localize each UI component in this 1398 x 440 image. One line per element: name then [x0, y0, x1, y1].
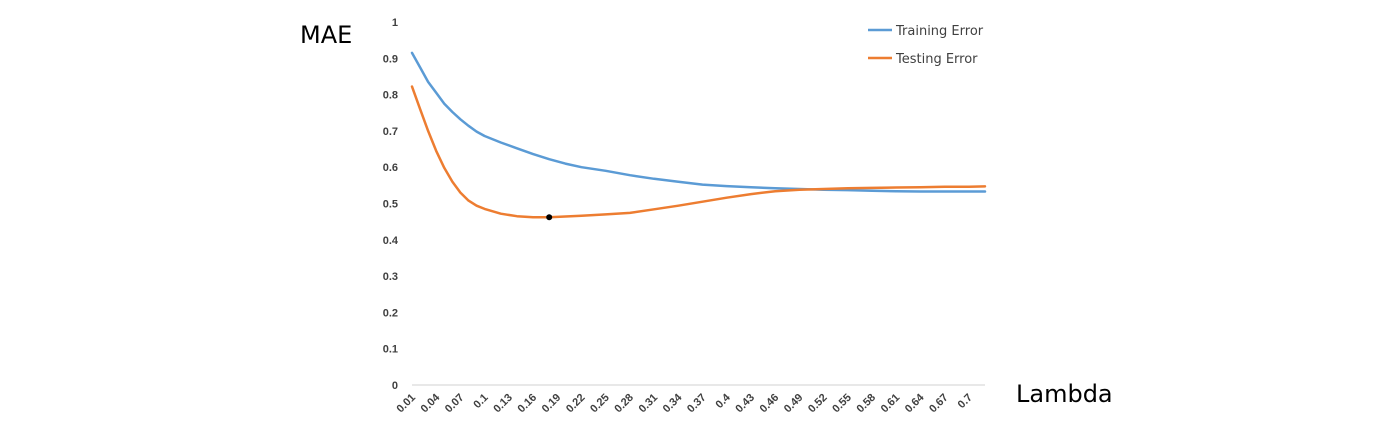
y-tick-label: 0.5: [383, 199, 398, 211]
x-tick-label: 0.19: [540, 392, 564, 416]
x-tick-label: 0.13: [491, 392, 515, 416]
x-tick-label: 0.25: [588, 392, 612, 416]
x-tick-label: 0.16: [516, 392, 540, 416]
x-tick-label: 0.4: [714, 391, 734, 411]
legend: Training Error Testing Error: [868, 24, 984, 67]
series-lines: [410, 51, 987, 221]
legend-label: Testing Error: [895, 52, 978, 67]
x-axis-label: Lambda: [1016, 380, 1113, 408]
y-tick-label: 1: [392, 17, 398, 29]
x-tick-label: 0.37: [685, 392, 709, 416]
x-tick-label: 0.01: [394, 392, 418, 416]
series-line-training-error: [410, 51, 987, 193]
x-tick-label: 0.64: [903, 391, 927, 415]
x-axis-ticks: 0.01 0.04 0.07 0.1 0.13 0.16 0.19 0.22 0.25 0.28 0…: [394, 391, 974, 415]
x-tick-label: 0.49: [782, 392, 806, 416]
x-tick-label: 0.52: [806, 392, 830, 416]
x-tick-label: 0.58: [855, 392, 879, 416]
x-tick-label: 0.67: [927, 392, 951, 416]
x-tick-label: 0.43: [733, 392, 757, 416]
y-tick-label: 0.9: [383, 53, 398, 65]
x-tick-label: 0.61: [879, 392, 903, 416]
y-tick-label: 0.2: [383, 307, 398, 319]
x-tick-label: 0.7: [956, 392, 975, 411]
legend-label: Training Error: [895, 24, 984, 39]
y-tick-label: 0.7: [383, 126, 398, 138]
x-tick-label: 0.55: [830, 392, 854, 416]
minimum-point-marker: [546, 214, 553, 221]
x-tick-label: 0.46: [758, 392, 782, 416]
x-tick-label: 0.28: [612, 392, 636, 416]
x-tick-label: 0.07: [443, 392, 467, 416]
y-tick-label: 0.1: [383, 344, 398, 356]
y-tick-label: 0: [392, 380, 398, 392]
x-tick-label: 0.31: [637, 392, 661, 416]
y-tick-label: 0.4: [383, 235, 399, 247]
y-tick-label: 0.6: [383, 162, 398, 174]
x-tick-label: 0.22: [564, 392, 588, 416]
x-tick-label: 0.34: [661, 391, 685, 415]
y-tick-label: 0.3: [383, 271, 398, 283]
y-axis-label: MAE: [300, 21, 352, 49]
x-tick-label: 0.04: [419, 391, 443, 415]
x-tick-label: 0.1: [471, 392, 490, 411]
series-line-testing-error: [410, 85, 987, 219]
y-tick-label: 0.8: [383, 90, 398, 102]
y-axis-ticks: 0 0.1 0.2 0.3 0.4 0.5 0.6 0.7 0.8 0.9 1: [383, 17, 399, 392]
